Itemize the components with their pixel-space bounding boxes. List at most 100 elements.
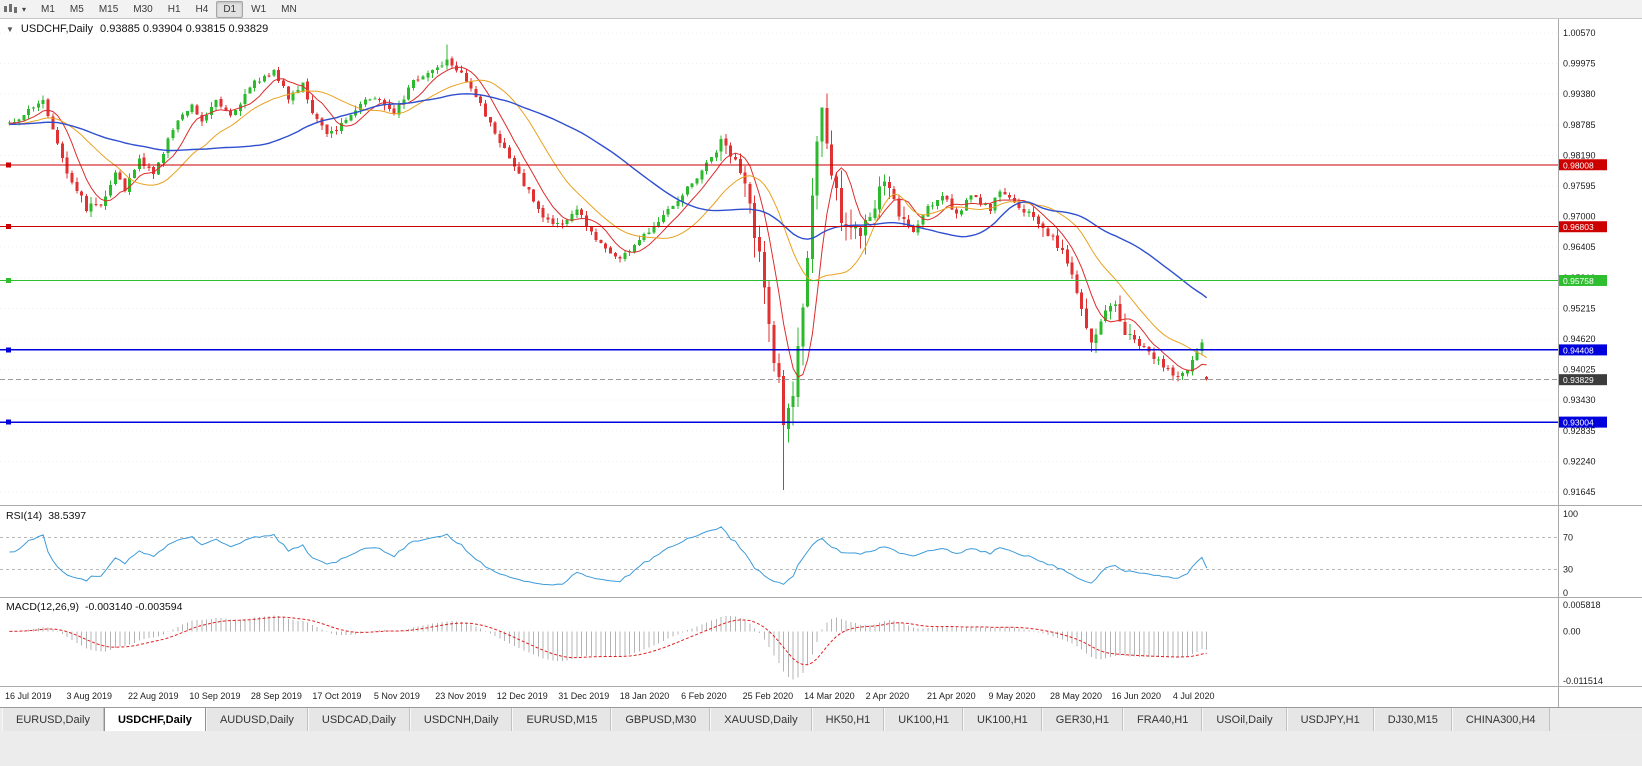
- h-line-handle[interactable]: [6, 224, 11, 230]
- collapse-chart-icon[interactable]: ▼: [6, 24, 14, 34]
- timeframe-button-m15[interactable]: M15: [98, 3, 119, 15]
- svg-text:0.95215: 0.95215: [1563, 303, 1596, 313]
- horizontal-lines-layer[interactable]: [0, 162, 1558, 425]
- timeframe-button-h1[interactable]: H1: [167, 3, 181, 15]
- svg-text:100: 100: [1563, 509, 1578, 519]
- svg-text:0.97000: 0.97000: [1563, 212, 1596, 222]
- grid-layer: [0, 32, 1558, 493]
- ma-mid-line: [9, 79, 1207, 359]
- timeframe-button-m5[interactable]: M5: [69, 3, 84, 15]
- h-line-handle[interactable]: [6, 419, 11, 425]
- svg-text:17 Oct 2019: 17 Oct 2019: [312, 691, 361, 701]
- rsi-line: [9, 526, 1208, 586]
- svg-text:0.98190: 0.98190: [1563, 150, 1596, 160]
- chart-region: 1.00570 0.99975 0.99380 0.98785 0.98190 0.975…: [0, 19, 1642, 707]
- svg-text:1.00570: 1.00570: [1563, 28, 1596, 38]
- chevron-down-icon[interactable]: ▾: [22, 4, 27, 14]
- chart-tab-usoil-daily[interactable]: USOil,Daily: [1202, 708, 1287, 731]
- svg-text:14 Mar 2020: 14 Mar 2020: [804, 691, 855, 701]
- svg-text:0.96405: 0.96405: [1563, 242, 1596, 252]
- svg-text:0.99975: 0.99975: [1563, 59, 1596, 69]
- chart-tab-uk100-h1[interactable]: UK100,H1: [963, 708, 1042, 731]
- svg-text:28 Sep 2019: 28 Sep 2019: [251, 691, 302, 701]
- svg-text:5 Nov 2019: 5 Nov 2019: [374, 691, 420, 701]
- time-axis[interactable]: [0, 686, 1558, 707]
- svg-text:0.005818: 0.005818: [1563, 600, 1601, 610]
- h-line-handle[interactable]: [6, 277, 11, 283]
- timeframe-button-w1[interactable]: W1: [251, 3, 267, 15]
- timeframe-button-h4[interactable]: H4: [195, 3, 209, 15]
- price-axis[interactable]: [1558, 19, 1642, 686]
- svg-text:0.98008: 0.98008: [1563, 160, 1594, 170]
- svg-text:0.97595: 0.97595: [1563, 181, 1596, 191]
- h-line-price-badge: [1559, 416, 1607, 428]
- rsi-indicator-name: RSI(14): [6, 510, 43, 522]
- chart-tabs-bar: EURUSD,Daily USDCHF,Daily AUDUSD,Daily USDC…: [0, 707, 1642, 731]
- svg-text:0.94620: 0.94620: [1563, 334, 1596, 344]
- svg-text:0.94025: 0.94025: [1563, 365, 1596, 375]
- timeframe-button-d1[interactable]: D1: [216, 0, 244, 18]
- timeframe-buttons: M1 M5 M15 M30 H1 H4 D1 W1 MN: [34, 0, 304, 18]
- svg-text:0.93430: 0.93430: [1563, 395, 1596, 405]
- svg-text:0.94408: 0.94408: [1563, 345, 1594, 355]
- chart-tab-china300-h4[interactable]: CHINA300,H4: [1451, 708, 1550, 731]
- axes-layer: 1.00570 0.99975 0.99380 0.98785 0.98190 0.975…: [0, 19, 1642, 707]
- chart-tab-usdcnh-daily[interactable]: USDCNH,Daily: [409, 708, 513, 731]
- svg-text:12 Dec 2019: 12 Dec 2019: [497, 691, 548, 701]
- svg-text:0.00: 0.00: [1563, 627, 1581, 637]
- macd-indicator-name: MACD(12,26,9): [6, 601, 79, 613]
- h-line-price-badge: [1559, 221, 1607, 233]
- svg-text:0.95758: 0.95758: [1563, 276, 1594, 286]
- rsi-indicator-value: 38.5397: [48, 510, 87, 522]
- timeframe-button-m30[interactable]: M30: [133, 3, 153, 15]
- chart-tab-usdchf-daily[interactable]: USDCHF,Daily: [103, 708, 206, 731]
- svg-text:0.92835: 0.92835: [1563, 426, 1596, 436]
- svg-text:0.93004: 0.93004: [1563, 418, 1594, 428]
- chart-tab-usdjpy-h1[interactable]: USDJPY,H1: [1286, 708, 1374, 731]
- chart-tab-eurusd-daily[interactable]: EURUSD,Daily: [2, 708, 104, 731]
- chart-ohlc-values: 0.93885 0.93904 0.93815 0.93829: [100, 23, 269, 35]
- chart-tab-usdcad-daily[interactable]: USDCAD,Daily: [307, 708, 410, 731]
- svg-text:0: 0: [1563, 588, 1568, 598]
- chart-tab-hk50-h1[interactable]: HK50,H1: [811, 708, 885, 731]
- current-price-badge: [1559, 374, 1607, 386]
- indicators-layer: [0, 526, 1558, 680]
- svg-text:23 Nov 2019: 23 Nov 2019: [435, 691, 486, 701]
- chart-tab-uk100-h1[interactable]: UK100,H1: [884, 708, 964, 731]
- h-line-price-badge: [1559, 274, 1607, 286]
- svg-text:0.96803: 0.96803: [1563, 222, 1594, 232]
- timeframe-button-m1[interactable]: M1: [41, 3, 55, 15]
- chart-symbol-label: USDCHF,Daily: [20, 23, 94, 35]
- chart-type-icon[interactable]: [3, 3, 19, 16]
- timeframe-toolbar: ▾ M1 M5 M15 M30 H1 H4 D1 W1 MN: [0, 0, 1642, 19]
- svg-text:22 Aug 2019: 22 Aug 2019: [128, 691, 179, 701]
- macd-panel-label: MACD(12,26,9) -0.003140 -0.003594: [6, 601, 182, 613]
- rsi-panel-label: RSI(14) 38.5397: [6, 510, 86, 522]
- price-chart-canvas[interactable]: 1.00570 0.99975 0.99380 0.98785 0.98190 0.975…: [0, 19, 1642, 707]
- h-line-handle[interactable]: [6, 162, 11, 168]
- chart-title: ▼ USDCHF,Daily 0.93885 0.93904 0.93815 0…: [6, 23, 268, 35]
- timeframe-button-mn[interactable]: MN: [281, 3, 297, 15]
- candles-layer: [8, 44, 1209, 491]
- chart-tab-eurusd-m15[interactable]: EURUSD,M15: [512, 708, 612, 731]
- chart-tab-audusd-daily[interactable]: AUDUSD,Daily: [205, 708, 308, 731]
- macd-signal-line: [9, 616, 1207, 666]
- svg-text:0.93829: 0.93829: [1563, 375, 1594, 385]
- svg-text:2 Apr 2020: 2 Apr 2020: [866, 691, 910, 701]
- svg-text:0.91645: 0.91645: [1563, 487, 1596, 497]
- macd-indicator-values: -0.003140 -0.003594: [84, 601, 183, 613]
- h-line-handle[interactable]: [6, 347, 11, 353]
- chart-tab-gbpusd-m30[interactable]: GBPUSD,M30: [611, 708, 711, 731]
- svg-text:30: 30: [1563, 564, 1573, 574]
- chart-tab-fra40-h1[interactable]: FRA40,H1: [1123, 708, 1203, 731]
- svg-text:6 Feb 2020: 6 Feb 2020: [681, 691, 727, 701]
- chart-tab-dj30-m15[interactable]: DJ30,M15: [1373, 708, 1452, 731]
- svg-text:16 Jul 2019: 16 Jul 2019: [5, 691, 52, 701]
- h-line-price-badge: [1559, 344, 1607, 356]
- svg-text:9 May 2020: 9 May 2020: [989, 691, 1036, 701]
- svg-text:28 May 2020: 28 May 2020: [1050, 691, 1102, 701]
- ma-fast-line: [9, 66, 1207, 378]
- chart-tab-ger30-h1[interactable]: GER30,H1: [1041, 708, 1123, 731]
- chart-tab-xauusd-daily[interactable]: XAUUSD,Daily: [710, 708, 812, 731]
- svg-text:31 Dec 2019: 31 Dec 2019: [558, 691, 609, 701]
